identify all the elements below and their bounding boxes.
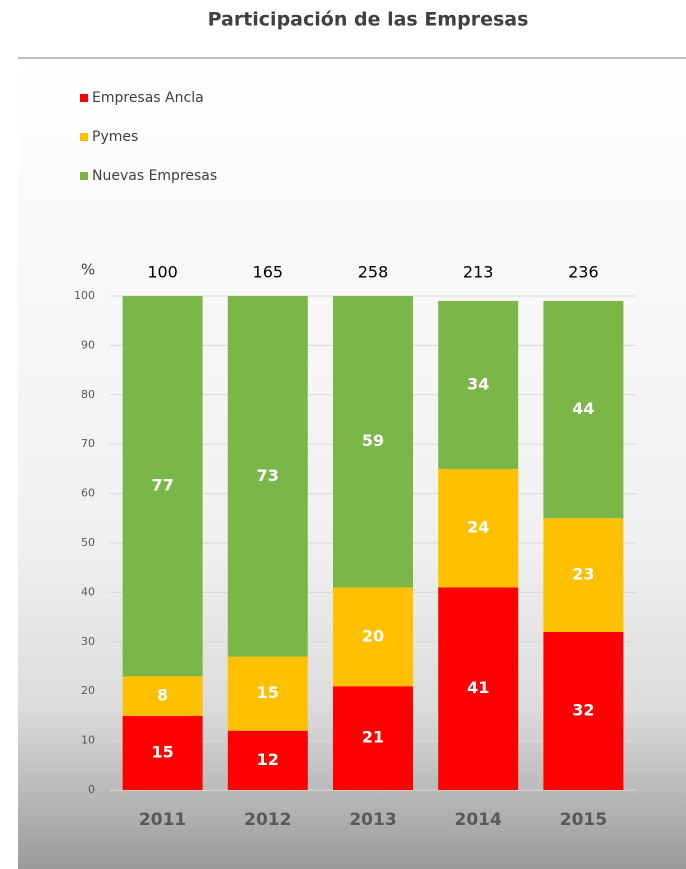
bar-segment (333, 587, 413, 687)
y-tick-label: 50 (81, 536, 95, 549)
x-tick-label: 2012 (244, 810, 291, 830)
x-tick-label: 2014 (455, 810, 502, 830)
legend-label: Nuevas Empresas (92, 168, 217, 184)
y-tick-label: 30 (81, 635, 95, 648)
y-tick-label: 10 (81, 734, 95, 747)
data-label: 41 (467, 678, 489, 697)
bar-segment (543, 631, 624, 790)
x-tick-label: 2015 (560, 810, 607, 830)
data-label: 20 (362, 626, 384, 645)
y-tick-label: 40 (81, 585, 95, 598)
data-label: 59 (362, 431, 384, 450)
data-label: 12 (257, 750, 279, 769)
bar-total: 236 (568, 263, 599, 282)
data-label: 8 (157, 686, 168, 705)
data-label: 77 (151, 476, 173, 495)
data-label: 21 (362, 728, 384, 747)
bar-segment (227, 296, 308, 657)
bar-segment (543, 518, 624, 632)
bar-total: 100 (147, 263, 178, 282)
bar-total: 213 (463, 263, 494, 282)
x-tick-label: 2011 (139, 810, 186, 830)
data-label: 15 (257, 683, 279, 702)
x-tick-label: 2013 (349, 810, 396, 830)
bar-segment (333, 296, 413, 588)
data-label: 34 (467, 374, 489, 393)
bar-segment (122, 296, 203, 677)
y-tick-label: 80 (81, 388, 95, 401)
y-tick-label: 70 (81, 437, 95, 450)
legend-swatch (80, 94, 88, 102)
data-label: 24 (467, 518, 489, 537)
y-axis-label: % (81, 261, 95, 279)
bar-segment (438, 587, 519, 790)
legend-label: Pymes (92, 129, 138, 145)
data-label: 15 (151, 742, 173, 761)
bar-segment (122, 715, 203, 790)
bar-segment (227, 656, 308, 731)
bar-total: 165 (253, 263, 284, 282)
bar-segment (438, 468, 519, 588)
legend-swatch (80, 172, 88, 180)
y-tick-label: 100 (74, 289, 95, 302)
data-label: 23 (572, 565, 594, 584)
data-label: 44 (572, 399, 594, 418)
bar-total: 258 (358, 263, 389, 282)
data-label: 73 (257, 466, 279, 485)
chart-title: Participación de las Empresas (208, 9, 529, 31)
bar-segment (227, 730, 308, 790)
y-tick-label: 20 (81, 684, 95, 697)
legend-swatch (80, 133, 88, 141)
legend-label: Empresas Ancla (92, 90, 204, 106)
bar-segment (333, 686, 413, 790)
y-tick-label: 60 (81, 487, 95, 500)
y-tick-label: 0 (88, 783, 95, 796)
bar-segment (122, 676, 203, 716)
bar-segment (438, 300, 519, 469)
data-label: 32 (572, 700, 594, 719)
y-tick-label: 90 (81, 338, 95, 351)
bar-segment (543, 300, 624, 519)
